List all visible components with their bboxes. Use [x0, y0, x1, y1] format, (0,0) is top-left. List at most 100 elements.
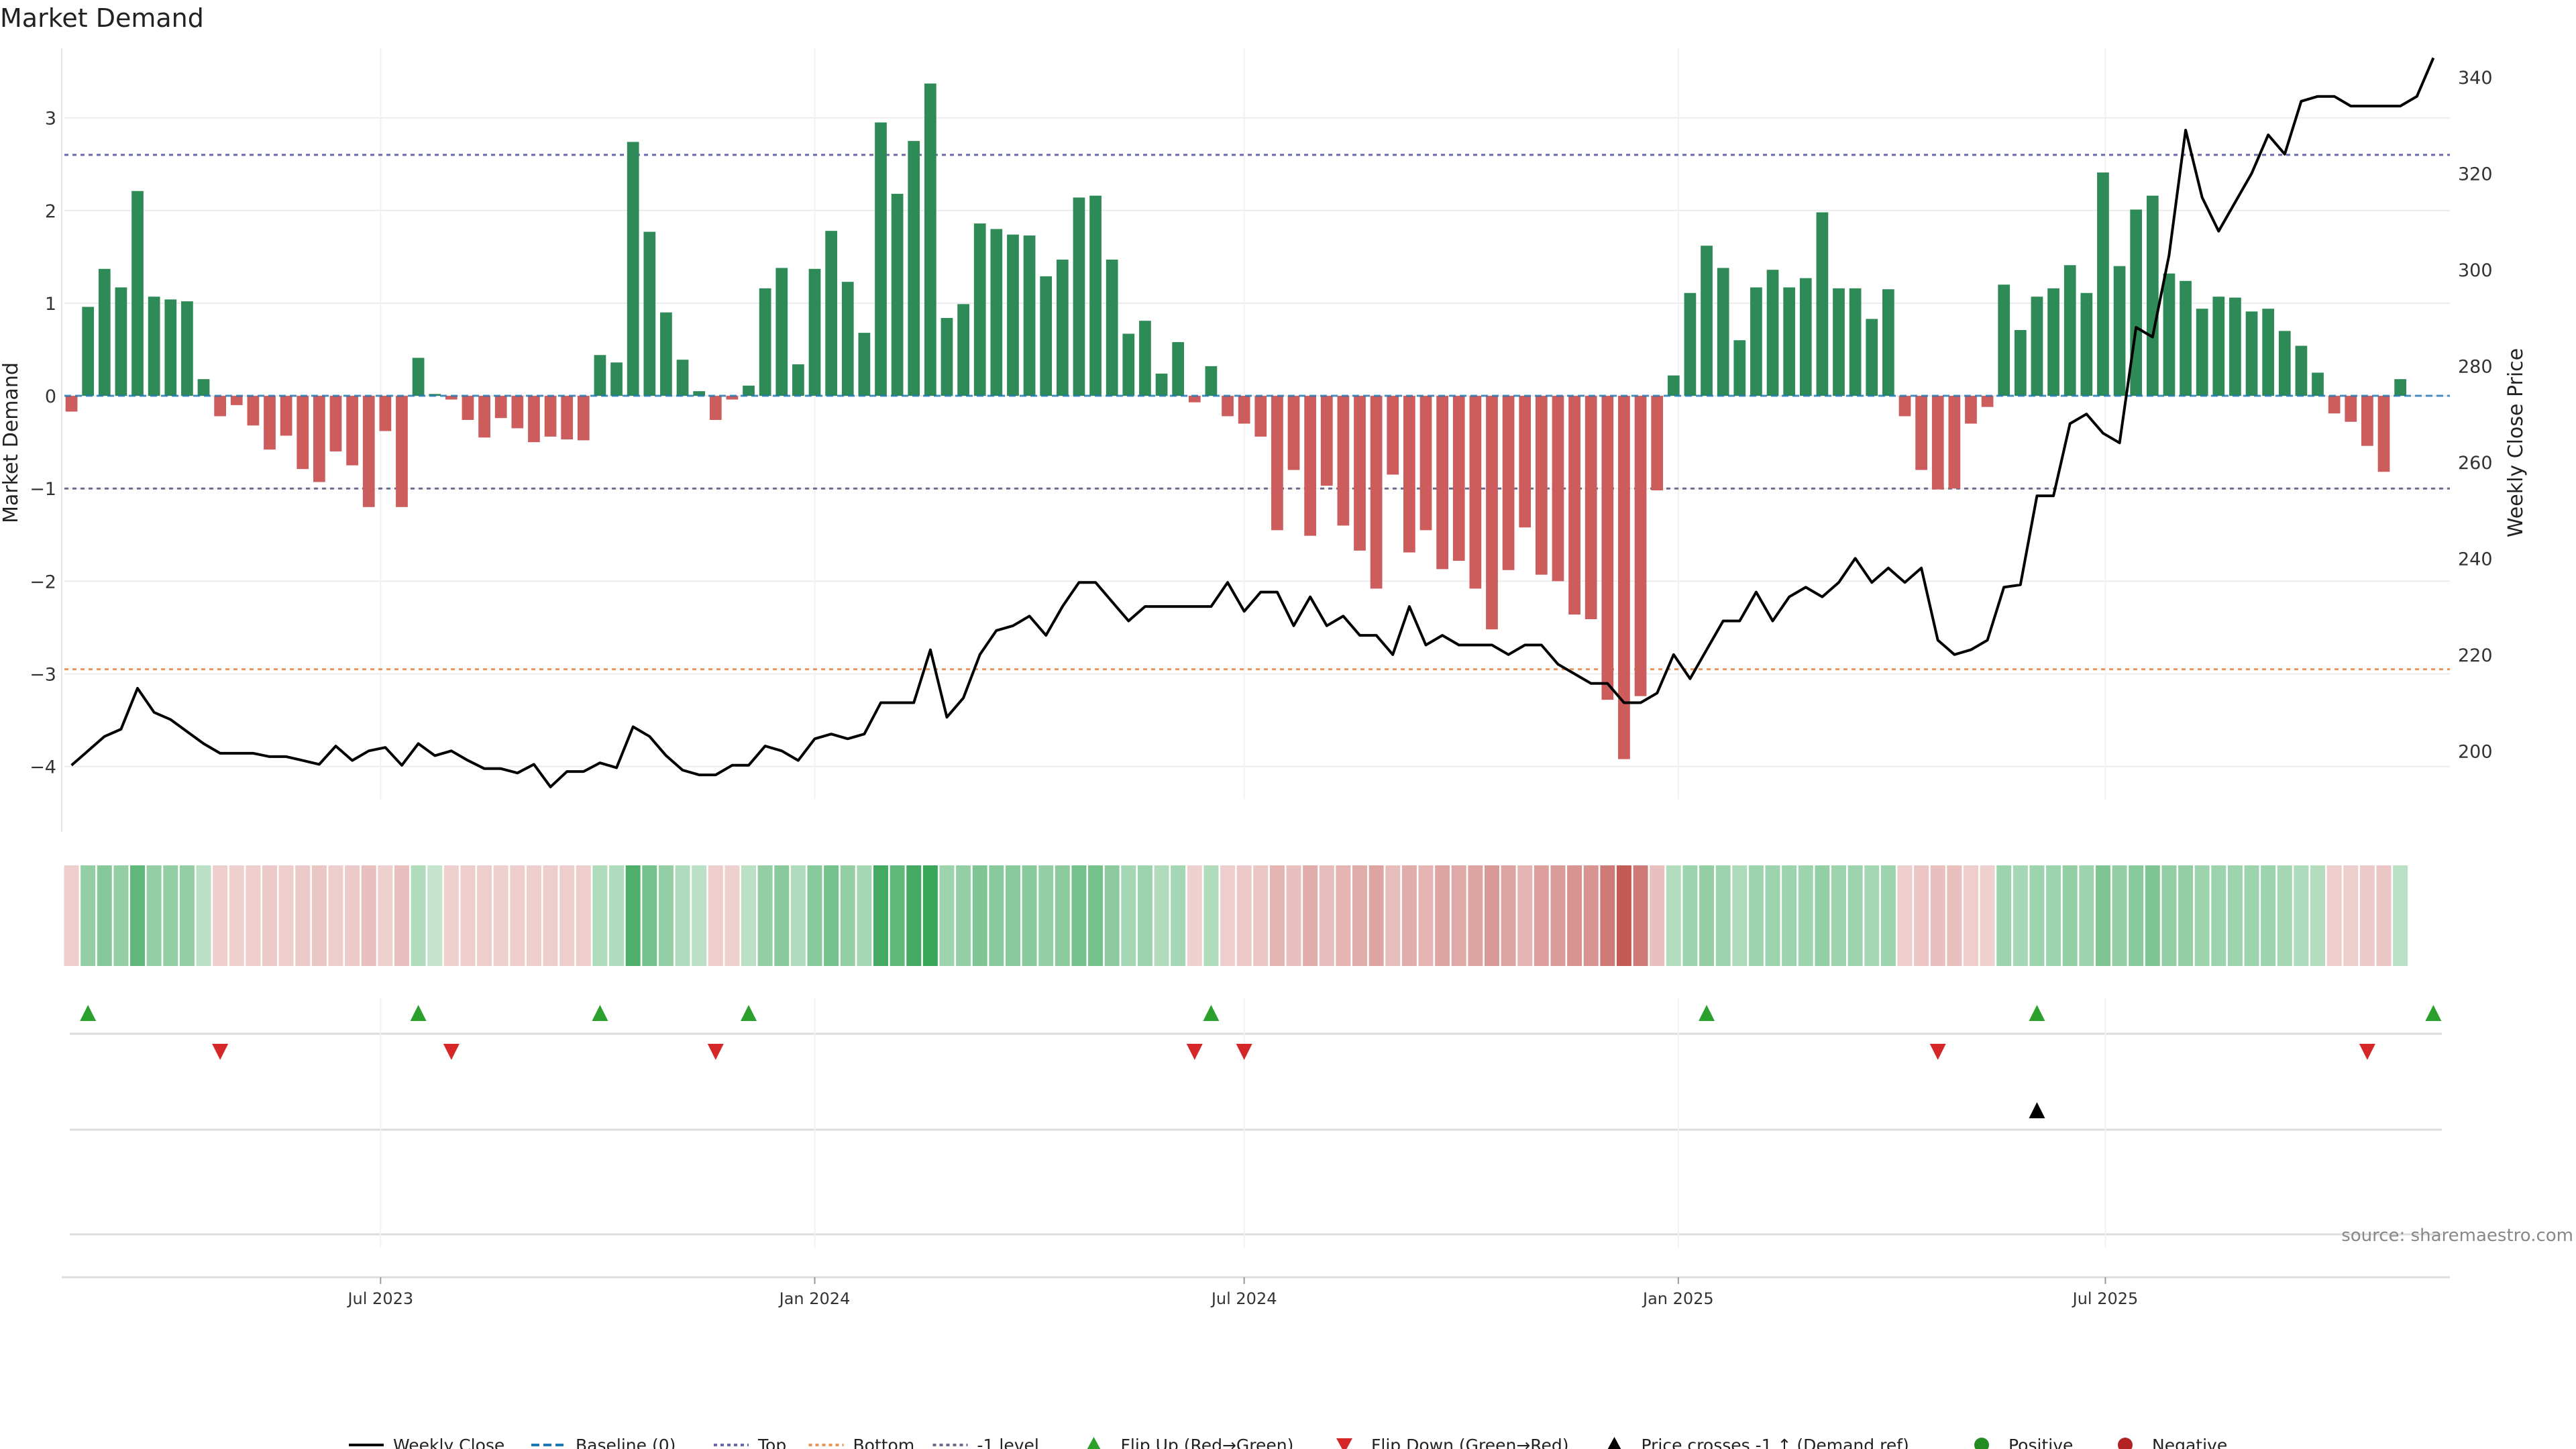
legend-item: Baseline (0)	[531, 1436, 676, 1449]
heatmap-cell	[609, 865, 625, 966]
heatmap-cell	[1996, 865, 2012, 966]
circle-icon	[1974, 1438, 1989, 1449]
demand-bar	[1238, 396, 1250, 424]
demand-bar	[528, 396, 540, 443]
legend-label: Positive	[2008, 1436, 2073, 1449]
heatmap-cell	[2112, 865, 2127, 966]
demand-bar	[2262, 309, 2275, 396]
heatmap-cell	[1286, 865, 1301, 966]
demand-bar	[924, 83, 936, 396]
demand-bar	[1552, 396, 1564, 582]
y-tick-label: −1	[30, 479, 56, 500]
heatmap-cell	[1963, 865, 1978, 966]
y2-tick-label: 280	[2458, 356, 2493, 377]
demand-bar	[1931, 396, 1944, 490]
demand-bar	[957, 304, 969, 396]
demand-bar	[478, 396, 490, 438]
demand-bar	[1486, 396, 1498, 630]
flip-up-marker	[1699, 1005, 1715, 1021]
demand-bar	[1222, 396, 1234, 417]
heatmap-cell	[939, 865, 955, 966]
heatmap-cell	[658, 865, 674, 966]
heatmap-cell	[328, 865, 343, 966]
legend-label: Flip Down (Green→Red)	[1371, 1436, 1569, 1449]
legend-label: Flip Up (Red→Green)	[1121, 1436, 1294, 1449]
demand-bar	[1469, 396, 1482, 589]
demand-bar	[1436, 396, 1448, 570]
heatmap-cell	[2211, 865, 2226, 966]
chart-title: Market Demand	[0, 3, 204, 33]
heatmap-cell	[642, 865, 657, 966]
demand-bar	[676, 360, 689, 396]
demand-bar	[2361, 396, 2373, 446]
y2-axis-label: Weekly Close Price	[2504, 348, 2528, 537]
heatmap-cell	[1930, 865, 1945, 966]
demand-bar	[1535, 396, 1548, 575]
heatmap-cell	[1748, 865, 1764, 966]
heatmap-cell	[2178, 865, 2194, 966]
heatmap-cell	[592, 865, 608, 966]
heatmap-cell	[345, 865, 360, 966]
demand-bar	[1172, 341, 1185, 396]
heatmap-cell	[460, 865, 476, 966]
legend-item: -1 level	[932, 1436, 1039, 1449]
legend-label: Weekly Close	[393, 1436, 504, 1449]
demand-bar	[313, 396, 325, 482]
legend-label: Baseline (0)	[576, 1436, 676, 1449]
demand-bar	[2097, 172, 2109, 396]
heatmap-cell	[1303, 865, 1318, 966]
heatmap-cell	[2359, 865, 2375, 966]
flip-up-marker	[2029, 1005, 2045, 1021]
heatmap-cell	[427, 865, 443, 966]
demand-bar	[1403, 396, 1415, 553]
heatmap-cell	[80, 865, 96, 966]
demand-bar	[297, 396, 309, 470]
heatmap-cell	[2227, 865, 2243, 966]
demand-bar	[1188, 396, 1201, 402]
heatmap-cell	[1005, 865, 1020, 966]
demand-bar	[1354, 396, 1366, 551]
heatmap-cell	[1121, 865, 1136, 966]
heatmap-cell	[262, 865, 277, 966]
demand-bar	[445, 396, 458, 400]
heatmap-cell	[2129, 865, 2144, 966]
heatmap-cell	[1451, 865, 1466, 966]
demand-bar	[2328, 396, 2341, 414]
demand-bar	[1783, 287, 1796, 396]
demand-bar	[2212, 297, 2225, 396]
demand-bar	[1073, 197, 1085, 396]
heatmap-cell	[2294, 865, 2309, 966]
legend-item: Bottom	[808, 1436, 914, 1449]
heatmap-cell	[1269, 865, 1285, 966]
demand-bar	[1998, 284, 2010, 396]
heatmap-cell	[956, 865, 971, 966]
demand-bar	[1701, 246, 1713, 396]
y2-tick-label: 260	[2458, 453, 2493, 474]
demand-bar	[2312, 372, 2324, 396]
heatmap-cell	[559, 865, 575, 966]
demand-bar	[1337, 396, 1350, 526]
weekly-close-line	[70, 57, 2435, 789]
demand-bar	[1205, 366, 1218, 396]
demand-bar	[891, 193, 904, 396]
demand-bar	[511, 396, 524, 429]
demand-bar	[973, 223, 986, 396]
heatmap-cell	[146, 865, 162, 966]
x-axis-ticks: Jul 2023 Jan 2024 Jul 2024 Jan 2025 Jul 2025	[62, 1276, 2450, 1308]
heatmap-cell	[989, 865, 1004, 966]
flip-up-marker	[2425, 1005, 2442, 1021]
heatmap-cell	[1550, 865, 1566, 966]
demand-bar	[82, 307, 95, 396]
heatmap-cell	[807, 865, 822, 966]
demand-bar	[2146, 195, 2159, 396]
y-tick-label: −4	[30, 757, 56, 778]
heatmap-cell	[1385, 865, 1401, 966]
demand-bar	[1271, 396, 1283, 531]
heatmap-cell	[790, 865, 806, 966]
legend-item: Positive	[1974, 1436, 2073, 1449]
heatmap-cell	[1815, 865, 1830, 966]
demand-bar	[643, 231, 656, 396]
flip-down-marker	[443, 1044, 460, 1060]
heatmap-cell	[278, 865, 294, 966]
demand-bar	[1651, 396, 1664, 490]
